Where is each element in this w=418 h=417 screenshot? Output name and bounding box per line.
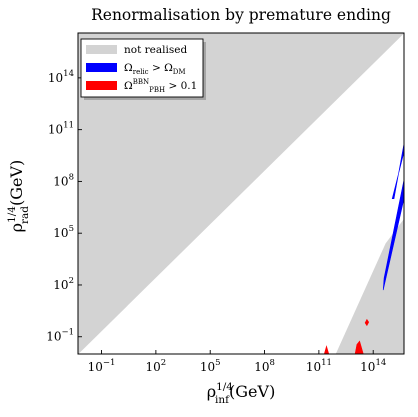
y-tick-label-2: 102 [53, 276, 74, 292]
legend-swatch-grey [86, 45, 117, 54]
legend-label-red: ΩBBNPBH > 0.1 [124, 78, 197, 94]
x-label-sub: inf [215, 394, 230, 406]
grey-region-2 [335, 218, 404, 354]
y-label-sup: 1/4 [6, 206, 18, 223]
y-axis: 10−1 102 105 108 1011 1014 [46, 69, 82, 344]
y-label-sub: rad [19, 206, 31, 224]
blue-region-1 [382, 179, 404, 291]
red-region-2 [354, 340, 364, 354]
y-tick-label-1: 10−1 [46, 328, 74, 344]
legend-label-grey: not realised [124, 44, 187, 56]
legend-swatch-red [86, 81, 117, 90]
x-tick-label-3: 105 [200, 358, 221, 374]
x-axis-label: ρ1/4 inf(GeV) [207, 381, 276, 406]
y-label-unit: (GeV) [7, 160, 26, 206]
x-tick-label-2: 102 [146, 358, 167, 374]
red-region-1 [323, 345, 330, 354]
y-tick-label-3: 105 [53, 224, 74, 240]
y-tick-label-6: 1014 [48, 69, 74, 85]
region-layer [78, 33, 404, 354]
x-label-base: ρ [207, 382, 216, 401]
x-label-unit: (GeV) [229, 382, 275, 401]
y-label-base: ρ [7, 223, 26, 232]
x-axis: 10−1 102 105 108 1011 1014 [88, 350, 386, 374]
y-tick-label-4: 108 [53, 172, 74, 188]
x-tick-label-4: 108 [254, 358, 275, 374]
x-label-sup: 1/4 [216, 381, 233, 393]
y-tick-label-5: 1011 [48, 121, 74, 137]
chart-title: Renormalisation by premature ending [91, 6, 391, 24]
x-tick-label-5: 1011 [306, 358, 332, 374]
grey-region-1 [78, 33, 404, 354]
legend-label-blue: Ωrelic > ΩDM [124, 62, 186, 76]
blue-region-2 [391, 143, 404, 199]
svg-text:ρ1/4rad(GeV): ρ1/4rad(GeV) [6, 160, 31, 233]
x-tick-label-1: 10−1 [88, 358, 116, 374]
x-tick-label-6: 1014 [360, 358, 386, 374]
plot-frame [77, 32, 405, 355]
legend: not realised Ωrelic > ΩDM ΩBBNPBH > 0.1 [80, 38, 206, 100]
legend-swatch-blue [86, 63, 117, 72]
y-axis-label: ρ1/4rad(GeV) [6, 160, 31, 233]
red-region-3 [364, 318, 370, 327]
